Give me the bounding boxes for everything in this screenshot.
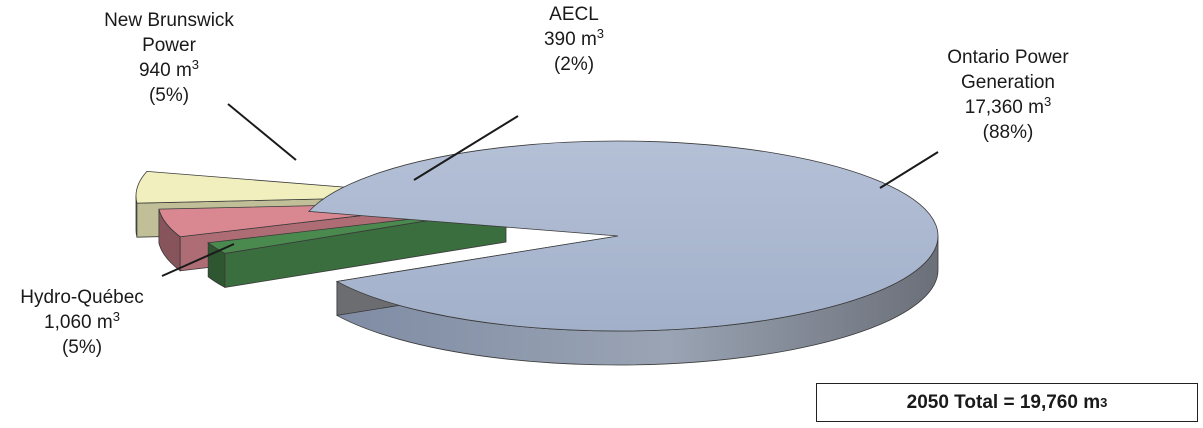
slice-value-label: 17,360 m3: [965, 94, 1051, 118]
leader-line: [879, 151, 939, 189]
slice-value-label: 940 m3: [139, 57, 199, 81]
slice-value-label: 390 m3: [544, 26, 604, 50]
slice-percent-label: (2%): [554, 54, 594, 75]
total-superscript: 3: [1100, 395, 1108, 410]
slice-name-label: Generation: [961, 72, 1055, 93]
leader-line: [161, 243, 235, 277]
slice-value-label: 1,060 m3: [44, 309, 120, 333]
leader-line: [413, 115, 519, 181]
slice-name-label: Ontario Power: [947, 47, 1069, 68]
slice-percent-label: (88%): [983, 122, 1034, 143]
slice-percent-label: (5%): [149, 85, 189, 106]
leader-line: [227, 103, 297, 161]
slice-ontario-power-generation: [308, 140, 939, 366]
slice-name-label: AECL: [549, 4, 599, 25]
slice-name-label: Power: [142, 35, 197, 56]
slice-name-label: New Brunswick: [104, 10, 234, 31]
total-text: 2050 Total = 19,760 m: [906, 391, 1101, 413]
slice-top-face: [308, 140, 939, 332]
slice-name-label: Hydro-Québec: [20, 287, 144, 308]
slice-percent-label: (5%): [62, 337, 102, 358]
